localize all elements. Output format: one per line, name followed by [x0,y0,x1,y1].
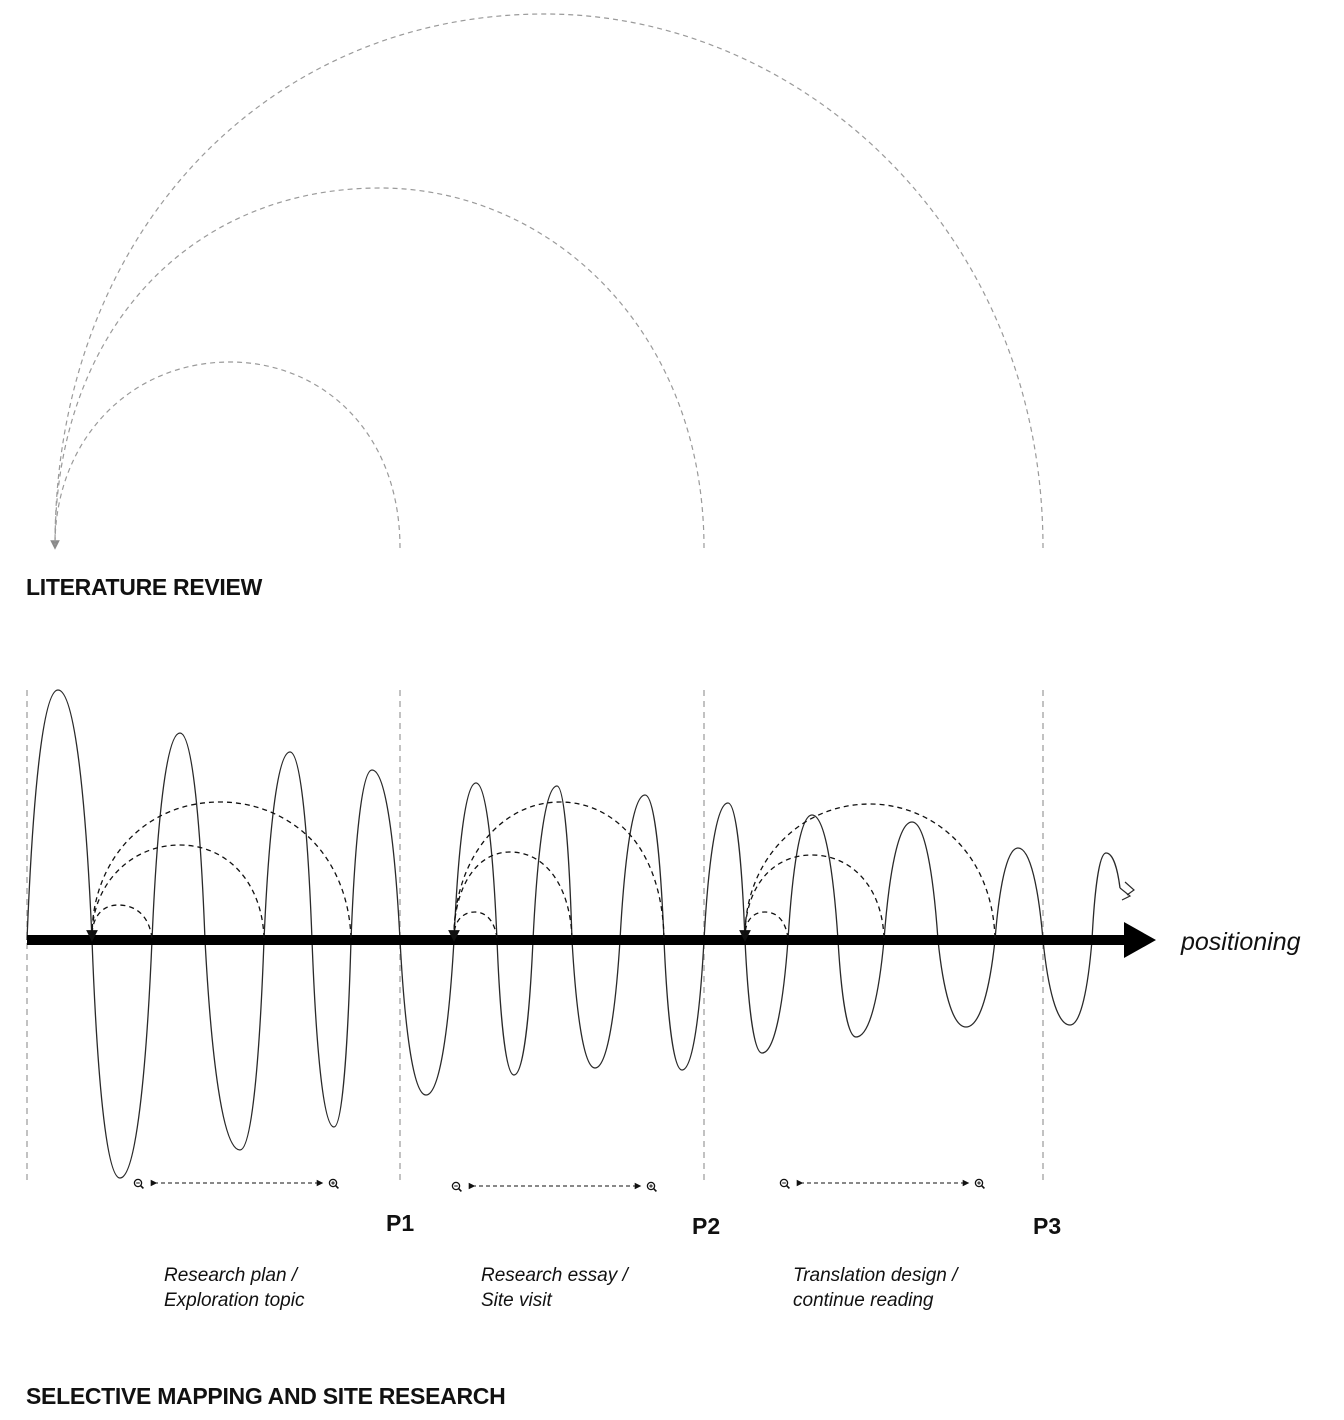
literature-review-arcs [50,13,1044,550]
zoom-ranges [133,1178,985,1192]
zoom-in-icon [974,1178,985,1189]
zoom-out-icon [133,1178,144,1189]
caption-phase-1-line-2: Exploration topic [164,1290,305,1311]
wave-end-arrow [1119,881,1135,901]
lit-arc-small [50,361,401,550]
phase-label-p3: P3 [1033,1213,1062,1239]
loop-2-large [453,801,665,939]
zoom-out-icon [451,1181,462,1192]
zoom-out-icon [779,1178,790,1189]
lit-arc-medium [54,187,705,549]
loop-1-small [86,904,153,942]
zoom-in-icon [646,1181,657,1192]
caption-phase-2-line-1: Research essay / [481,1265,628,1286]
loop-1-medium [91,844,265,939]
phase-label-p1: P1 [386,1210,415,1236]
axis-label-positioning: positioning [1181,928,1301,956]
loop-3-small [739,911,789,942]
axis-arrowhead [1124,922,1156,958]
caption-phase-1-line-1: Research plan / [164,1265,298,1286]
zoom-range-2 [451,1181,657,1192]
positioning-axis [27,922,1156,958]
caption-phase-3-line-2: continue reading [793,1290,934,1311]
loop-1-large [91,801,352,939]
zoom-in-icon [328,1178,339,1189]
caption-phase-1: Research plan / Exploration topic [164,1263,304,1313]
caption-phase-2-line-2: Site visit [481,1290,552,1311]
caption-phase-3: Translation design / continue reading [793,1263,957,1313]
caption-phase-2: Research essay / Site visit [481,1263,628,1313]
loop-3-medium [744,854,885,939]
zoom-range-1 [133,1178,339,1189]
loop-2-medium [453,851,573,939]
phase-label-p2: P2 [692,1213,721,1239]
heading-literature-review: LITERATURE REVIEW [26,574,262,600]
loop-3-large [744,803,996,939]
caption-phase-3-line-1: Translation design / [793,1265,958,1286]
oscillating-wave [26,689,1121,1179]
loop-2-small [448,911,498,942]
lit-arc-large [54,13,1044,549]
heading-selective-mapping: SELECTIVE MAPPING AND SITE RESEARCH [26,1383,506,1409]
feedback-loops [86,801,996,942]
zoom-range-3 [779,1178,985,1189]
